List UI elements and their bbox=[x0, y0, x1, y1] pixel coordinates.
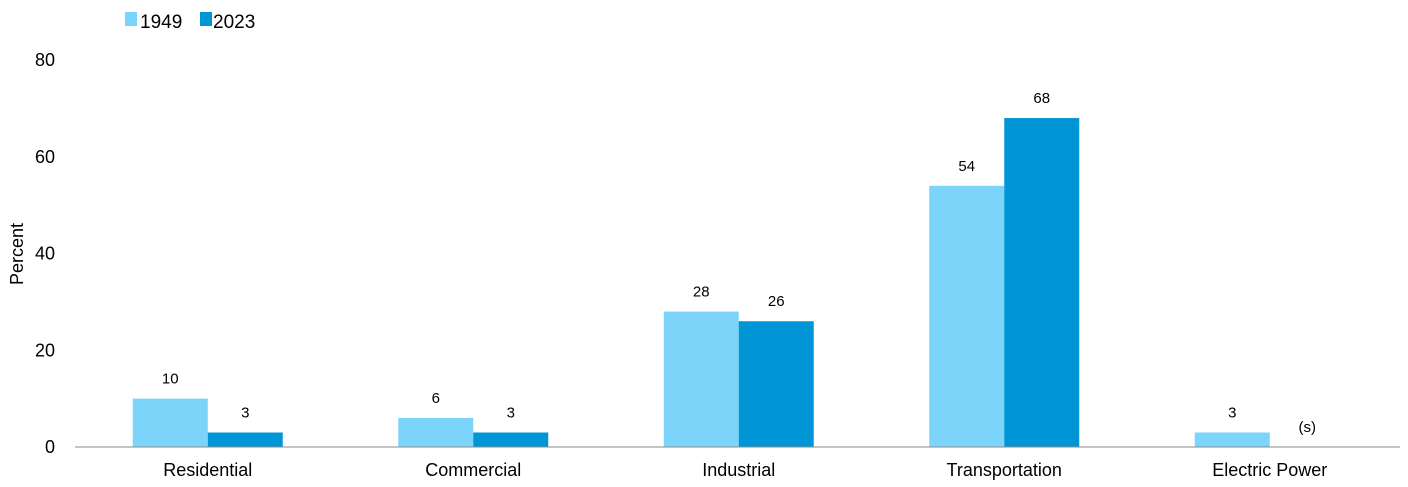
y-tick-label: 60 bbox=[35, 147, 55, 167]
data-label: (s) bbox=[1299, 419, 1317, 436]
bar-1949-transportation bbox=[929, 185, 1005, 447]
data-label: 3 bbox=[1228, 404, 1236, 421]
bars bbox=[132, 118, 1270, 448]
bar-2023-commercial bbox=[473, 432, 549, 447]
y-tick-label: 40 bbox=[35, 244, 55, 264]
legend-swatch-1949 bbox=[125, 12, 137, 26]
bar-1949-industrial bbox=[663, 311, 739, 447]
data-label: 10 bbox=[162, 371, 179, 388]
y-tick-label: 0 bbox=[45, 437, 55, 457]
data-label: 6 bbox=[432, 390, 440, 407]
category-label: Transportation bbox=[947, 460, 1062, 480]
y-tick-labels: 0 20 40 60 80 bbox=[35, 50, 55, 457]
legend-swatch-2023 bbox=[200, 12, 212, 26]
data-label: 68 bbox=[1033, 90, 1050, 107]
category-label: Industrial bbox=[702, 460, 775, 480]
bar-1949-commercial bbox=[398, 417, 474, 447]
bar-2023-transportation bbox=[1004, 118, 1080, 448]
data-label: 54 bbox=[958, 158, 975, 175]
data-label: 3 bbox=[241, 404, 249, 421]
data-labels: 10 3 6 3 28 26 54 68 3 (s) bbox=[162, 90, 1316, 436]
category-label: Commercial bbox=[425, 460, 521, 480]
bar-2023-residential bbox=[207, 432, 283, 447]
y-axis-label: Percent bbox=[7, 223, 27, 285]
category-label: Residential bbox=[163, 460, 252, 480]
category-label: Electric Power bbox=[1212, 460, 1327, 480]
bar-1949-electric-power bbox=[1194, 432, 1270, 447]
legend: 1949 2023 bbox=[125, 12, 255, 33]
y-tick-label: 80 bbox=[35, 50, 55, 70]
bar-1949-residential bbox=[132, 398, 208, 447]
data-label: 28 bbox=[693, 284, 710, 301]
bar-2023-industrial bbox=[738, 321, 814, 447]
y-tick-label: 20 bbox=[35, 340, 55, 360]
data-label: 3 bbox=[507, 404, 515, 421]
legend-label-1949: 1949 bbox=[140, 12, 182, 33]
category-labels: Residential Commercial Industrial Transport… bbox=[163, 460, 1327, 480]
data-label: 26 bbox=[768, 293, 785, 310]
legend-label-2023: 2023 bbox=[213, 12, 255, 33]
